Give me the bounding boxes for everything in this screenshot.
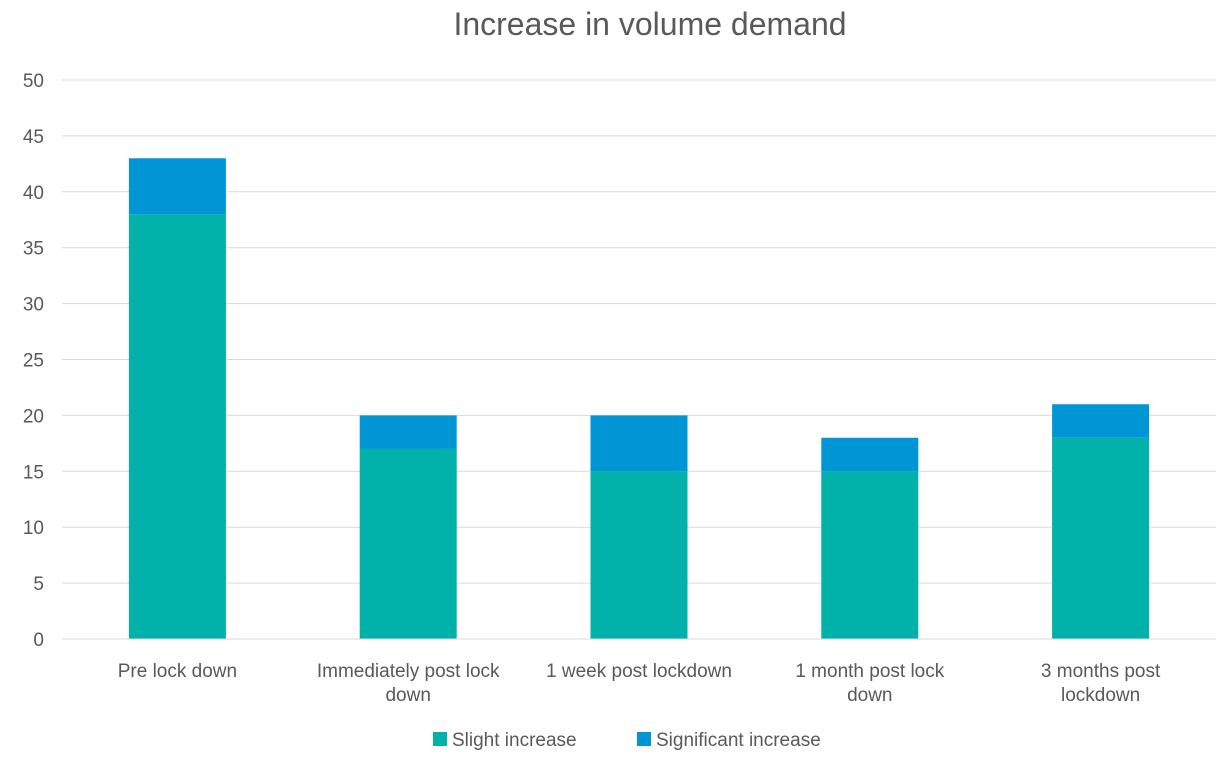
y-tick-label: 50 bbox=[23, 71, 44, 92]
bar-slight-0 bbox=[128, 214, 226, 639]
bar-significant-1 bbox=[359, 415, 457, 449]
x-tick-label: Pre lock down bbox=[118, 661, 237, 682]
y-tick-label: 40 bbox=[23, 183, 44, 204]
bar-significant-3 bbox=[821, 437, 919, 472]
y-tick-label: 30 bbox=[23, 295, 44, 316]
bar-slight-4 bbox=[1052, 437, 1150, 639]
y-tick-label: 45 bbox=[23, 127, 44, 148]
x-tick-label: 3 months post lockdown bbox=[1041, 661, 1161, 706]
y-tick-label: 35 bbox=[23, 239, 44, 260]
bar-slight-2 bbox=[590, 471, 688, 639]
x-tick-label: Immediately post lock down bbox=[317, 661, 500, 706]
x-tick-label: 1 week post lockdown bbox=[546, 661, 732, 682]
y-tick-label: 10 bbox=[23, 518, 44, 539]
bar-significant-2 bbox=[590, 415, 688, 472]
legend-label-significant: Significant increase bbox=[656, 730, 821, 751]
bar-significant-0 bbox=[128, 158, 226, 215]
y-tick-label: 15 bbox=[23, 462, 44, 483]
bar-slight-1 bbox=[359, 448, 457, 639]
bar-slight-3 bbox=[821, 471, 919, 639]
y-tick-label: 5 bbox=[33, 574, 44, 595]
legend-label-slight: Slight increase bbox=[452, 730, 577, 751]
y-tick-label: 20 bbox=[23, 406, 44, 427]
legend-swatch-slight bbox=[433, 732, 447, 746]
legend-swatch-significant bbox=[637, 732, 651, 746]
y-tick-label: 0 bbox=[33, 630, 44, 651]
y-tick-label: 25 bbox=[23, 351, 44, 372]
chart-title: Increase in volume demand bbox=[453, 6, 847, 42]
bar-significant-4 bbox=[1052, 404, 1150, 438]
x-tick-label: 1 month post lock down bbox=[795, 661, 944, 706]
